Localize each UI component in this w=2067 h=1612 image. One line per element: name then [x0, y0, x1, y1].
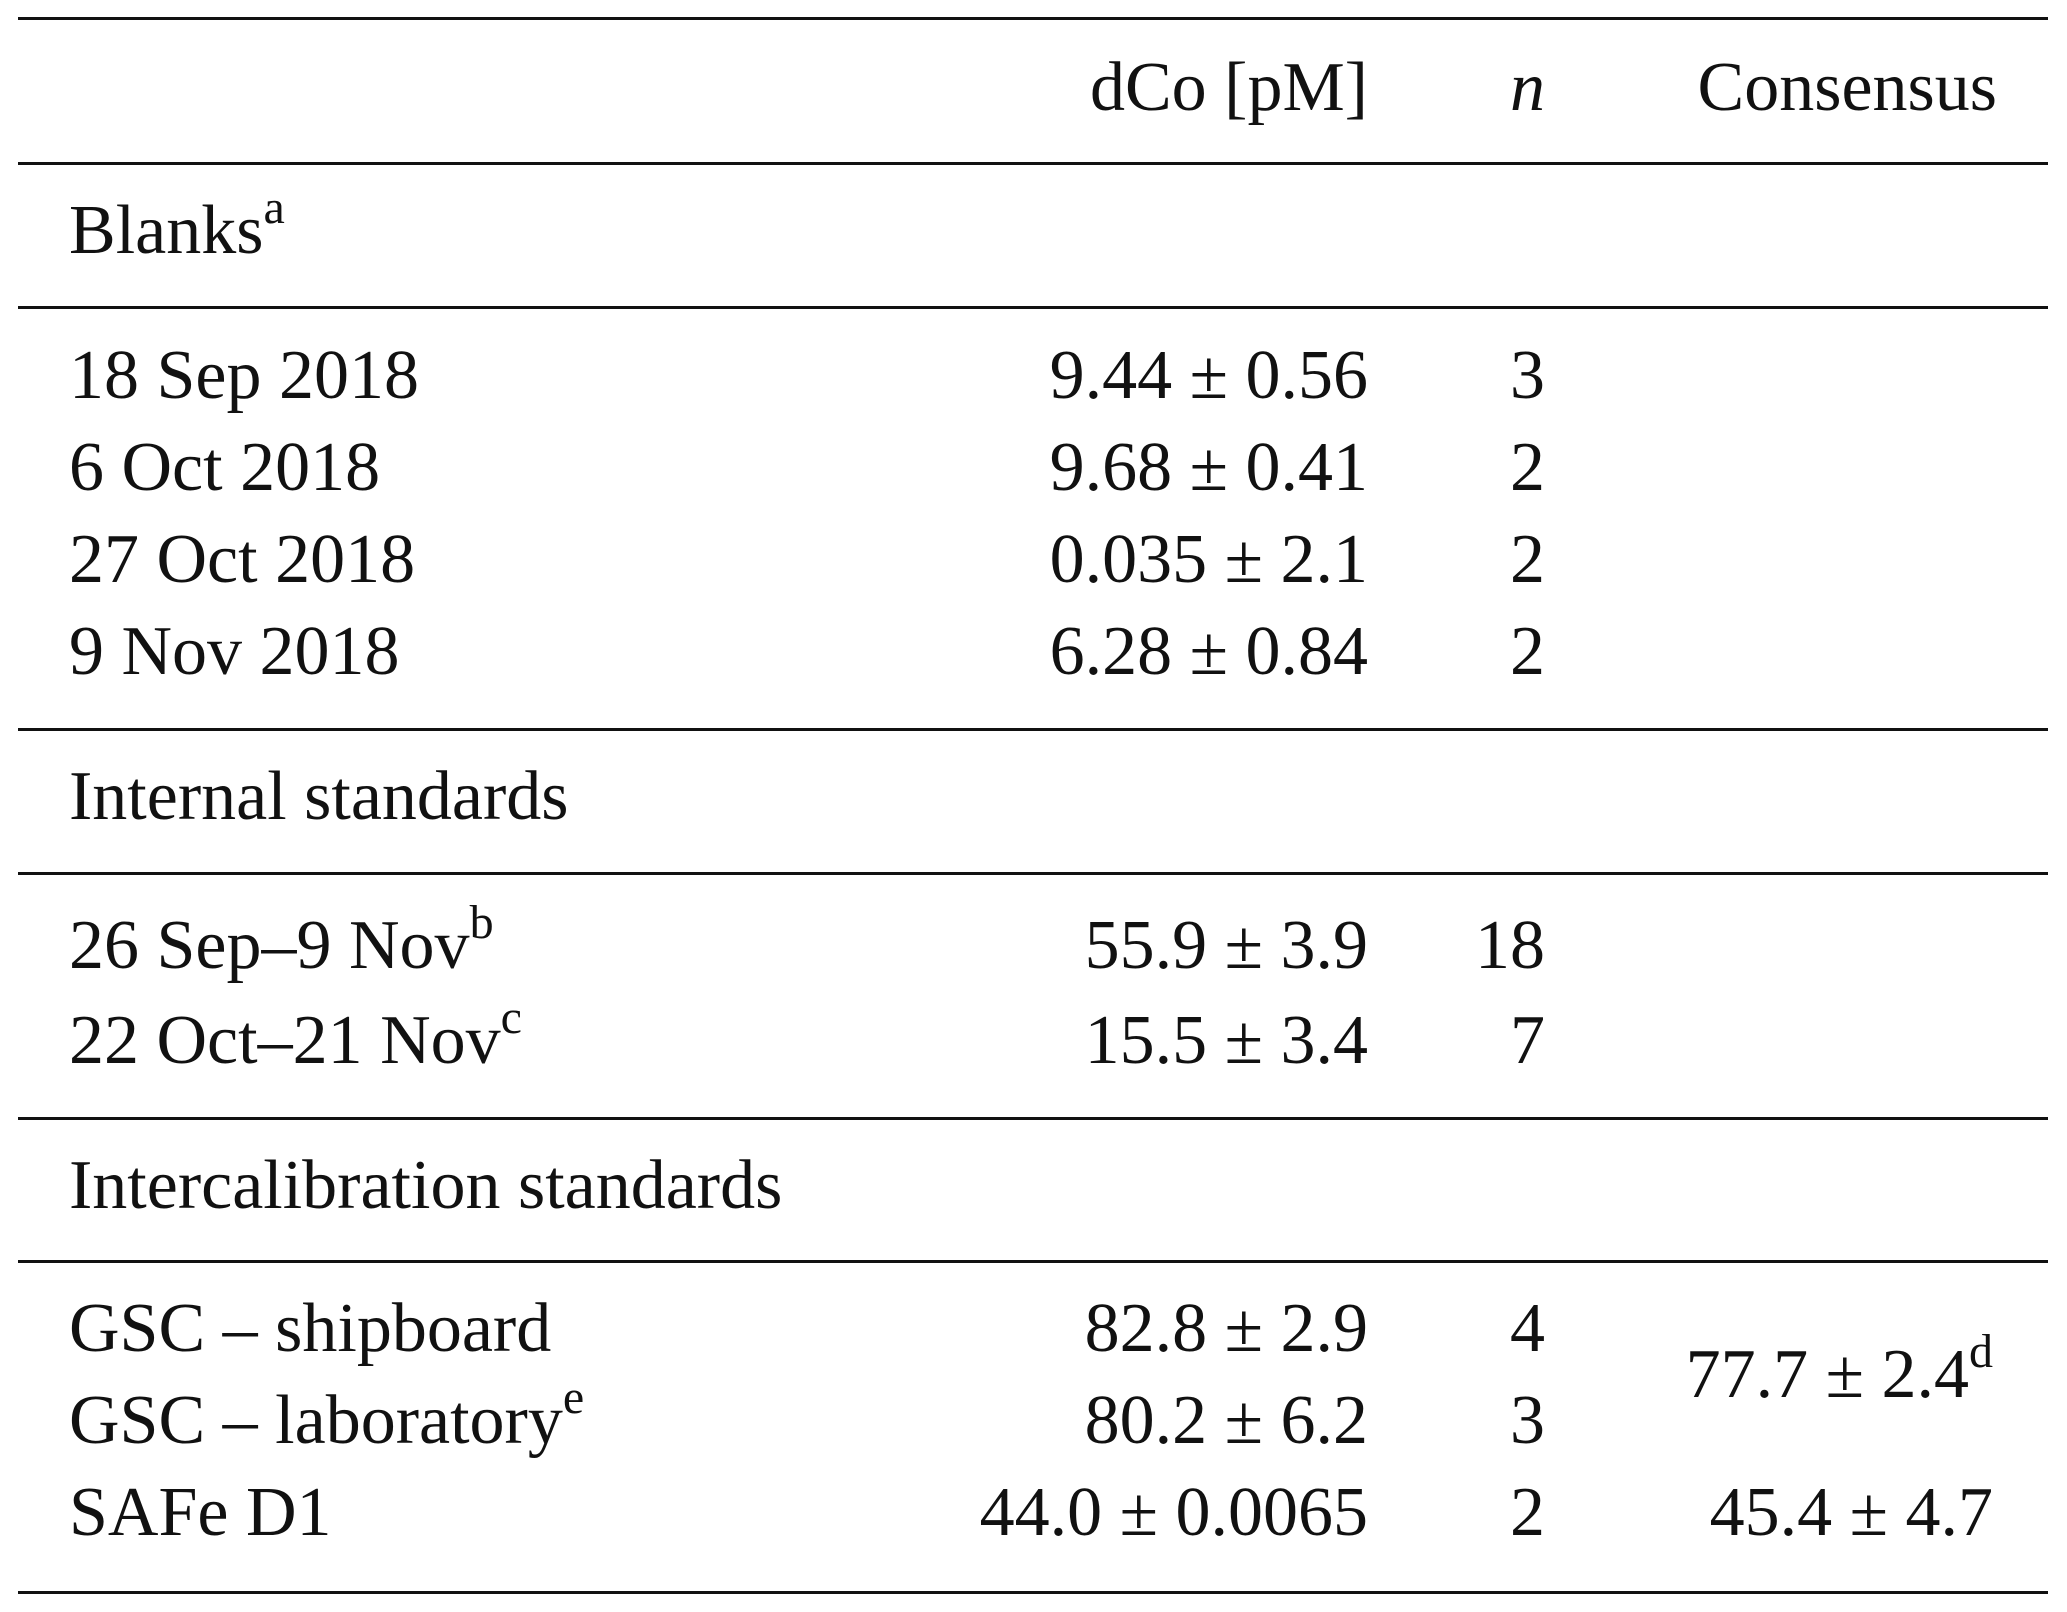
footnote-mark: b [469, 896, 494, 949]
row-label-text: 18 Sep 2018 [69, 337, 419, 414]
row-label-text: 6 Oct 2018 [69, 429, 381, 506]
n-value-text: 3 [1510, 337, 1545, 414]
column-header: Consensus [1697, 49, 1997, 126]
n-value: 18 [1475, 911, 1545, 981]
consensus-value: 45.4 ± 4.7 [1710, 1478, 1993, 1548]
row-label: 9 Nov 2018 [69, 617, 400, 687]
n-value-text: 4 [1510, 1290, 1545, 1367]
section-title: Internal standards [69, 762, 569, 832]
column-header: dCo [pM] [1089, 49, 1368, 126]
row-label: SAFe D1 [69, 1478, 332, 1548]
row-label-text: 22 Oct–21 Nov [69, 1002, 501, 1079]
footnote-mark: c [500, 991, 522, 1044]
row-label: 22 Oct–21 Novc [69, 994, 522, 1076]
consensus-value-text: 45.4 ± 4.7 [1709, 1474, 1993, 1551]
dco-value-text: 80.2 ± 6.2 [1084, 1382, 1368, 1459]
n-value: 3 [1510, 1386, 1545, 1456]
row-label: 18 Sep 2018 [69, 341, 419, 411]
dco-value: 9.68 ± 0.41 [1050, 433, 1368, 503]
dco-value: 6.28 ± 0.84 [1050, 617, 1368, 687]
consensus-value-text: 77.7 ± 2.4 [1685, 1336, 1969, 1413]
dco-value-text: 44.0 ± 0.0065 [979, 1474, 1368, 1551]
rule [18, 872, 2048, 875]
rule [18, 1117, 2048, 1120]
dco-value: 55.9 ± 3.9 [1085, 911, 1368, 981]
rule [18, 306, 2048, 309]
row-label-text: 27 Oct 2018 [69, 521, 416, 598]
footnote-mark: d [1969, 1325, 1993, 1378]
row-label-text: GSC – shipboard [69, 1290, 552, 1367]
rule [18, 1260, 2048, 1263]
dco-value: 44.0 ± 0.0065 [980, 1478, 1368, 1548]
n-value-text: 7 [1510, 1002, 1545, 1079]
row-label: 6 Oct 2018 [69, 433, 380, 503]
section-title-text: Blanks [69, 192, 264, 269]
dco-value-text: 6.28 ± 0.84 [1049, 613, 1368, 690]
dco-value-text: 9.68 ± 0.41 [1049, 429, 1368, 506]
consensus-value: 77.7 ± 2.4d [1686, 1328, 1993, 1410]
section-title-text: Intercalibration standards [69, 1147, 783, 1224]
rule [18, 162, 2048, 165]
dco-value: 82.8 ± 2.9 [1085, 1294, 1368, 1364]
n-value-text: 2 [1510, 429, 1545, 506]
dco-value: 80.2 ± 6.2 [1085, 1386, 1368, 1456]
row-label-text: 9 Nov 2018 [69, 613, 400, 690]
dco-value: 15.5 ± 3.4 [1085, 1006, 1368, 1076]
dco-value-text: 15.5 ± 3.4 [1084, 1002, 1368, 1079]
dco-value-text: 55.9 ± 3.9 [1084, 907, 1368, 984]
n-value: 3 [1510, 341, 1545, 411]
rule [18, 728, 2048, 731]
rule [18, 17, 2048, 20]
n-value-text: 2 [1510, 613, 1545, 690]
row-label-text: GSC – laboratory [69, 1382, 563, 1459]
dco-value: 0.035 ± 2.1 [1050, 525, 1368, 595]
rule [18, 1591, 2048, 1594]
dco-value-text: 82.8 ± 2.9 [1084, 1290, 1368, 1367]
dco-value: 9.44 ± 0.56 [1050, 341, 1368, 411]
row-label: GSC – shipboard [69, 1294, 551, 1364]
n-value: 2 [1510, 617, 1545, 687]
row-label: 27 Oct 2018 [69, 525, 415, 595]
section-title: Intercalibration standards [69, 1151, 782, 1221]
n-value-text: 2 [1510, 1474, 1545, 1551]
n-value: 7 [1510, 1006, 1545, 1076]
n-value: 2 [1510, 433, 1545, 503]
n-value: 2 [1510, 1478, 1545, 1548]
row-label: 26 Sep–9 Novb [69, 899, 494, 981]
row-label-text: SAFe D1 [69, 1474, 332, 1551]
row-label: GSC – laboratorye [69, 1374, 584, 1456]
n-value-text: 18 [1475, 907, 1545, 984]
column-header: n [1510, 49, 1545, 126]
dco-value-text: 9.44 ± 0.56 [1049, 337, 1368, 414]
n-value-text: 3 [1510, 1382, 1545, 1459]
section-title-text: Internal standards [69, 758, 569, 835]
n-value-text: 2 [1510, 521, 1545, 598]
section-title: Blanksa [69, 184, 285, 266]
footnote-mark: e [562, 1371, 585, 1424]
n-value: 4 [1510, 1294, 1545, 1364]
dco-value-text: 0.035 ± 2.1 [1049, 521, 1368, 598]
row-label-text: 26 Sep–9 Nov [69, 907, 470, 984]
footnote-mark: a [263, 181, 285, 234]
n-value: 2 [1510, 525, 1545, 595]
